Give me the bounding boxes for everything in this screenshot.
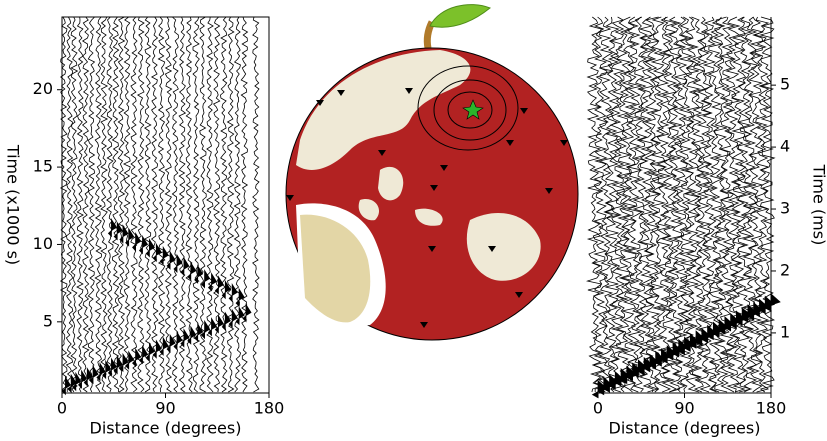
trace [221, 17, 227, 392]
y-tick-label: 5 [780, 75, 790, 94]
trace [118, 17, 124, 392]
trace [83, 17, 89, 392]
y-axis-label: Time (x1000 s) [4, 144, 23, 265]
y-tick-label: 4 [780, 137, 790, 156]
arrival [62, 377, 70, 394]
y-axis-label: Time (ms) [810, 164, 827, 246]
leaf [430, 5, 490, 28]
trace [107, 17, 113, 392]
trace [755, 17, 769, 392]
trace [88, 17, 94, 392]
x-tick-label: 180 [254, 399, 285, 418]
trace [234, 17, 240, 392]
trace [66, 17, 72, 392]
x-tick-label: 0 [593, 399, 603, 418]
y-tick-label: 10 [33, 234, 53, 253]
apple-globe [286, 5, 578, 340]
x-axis-label: Distance (degrees) [90, 419, 242, 438]
arrival [188, 263, 196, 280]
arrival [243, 305, 251, 322]
x-tick-label: 180 [756, 399, 787, 418]
trace [124, 17, 130, 392]
trace [131, 17, 137, 392]
arrival [140, 236, 148, 253]
y-tick-label: 3 [780, 199, 790, 218]
trace [253, 17, 259, 392]
trace [101, 17, 107, 392]
arrival [108, 219, 116, 236]
arrival [146, 344, 154, 361]
y-tick-label: 5 [43, 311, 53, 330]
trace [651, 17, 665, 392]
trace [761, 17, 775, 392]
trace [113, 17, 119, 392]
figure: 0901805101520Distance (degrees)Time (x10… [0, 0, 827, 441]
y-tick-label: 20 [33, 79, 53, 98]
trace [207, 17, 213, 392]
x-tick-label: 90 [155, 399, 175, 418]
arrival [133, 233, 141, 250]
trace [227, 17, 233, 392]
trace [241, 17, 247, 392]
y-tick-label: 1 [780, 322, 790, 341]
y-tick-label: 15 [33, 157, 53, 176]
trace [145, 17, 151, 392]
trace [634, 17, 648, 392]
arrival [222, 281, 230, 298]
trace [95, 17, 101, 392]
trace [152, 17, 158, 392]
trace [214, 17, 220, 392]
frame [62, 17, 269, 393]
trace [158, 17, 164, 392]
trace [77, 17, 83, 392]
x-tick-label: 0 [57, 399, 67, 418]
x-tick-label: 90 [674, 399, 694, 418]
x-axis-label: Distance (degrees) [609, 419, 761, 438]
y-tick-label: 2 [780, 260, 790, 279]
arrival [229, 284, 237, 301]
trace [138, 17, 144, 392]
